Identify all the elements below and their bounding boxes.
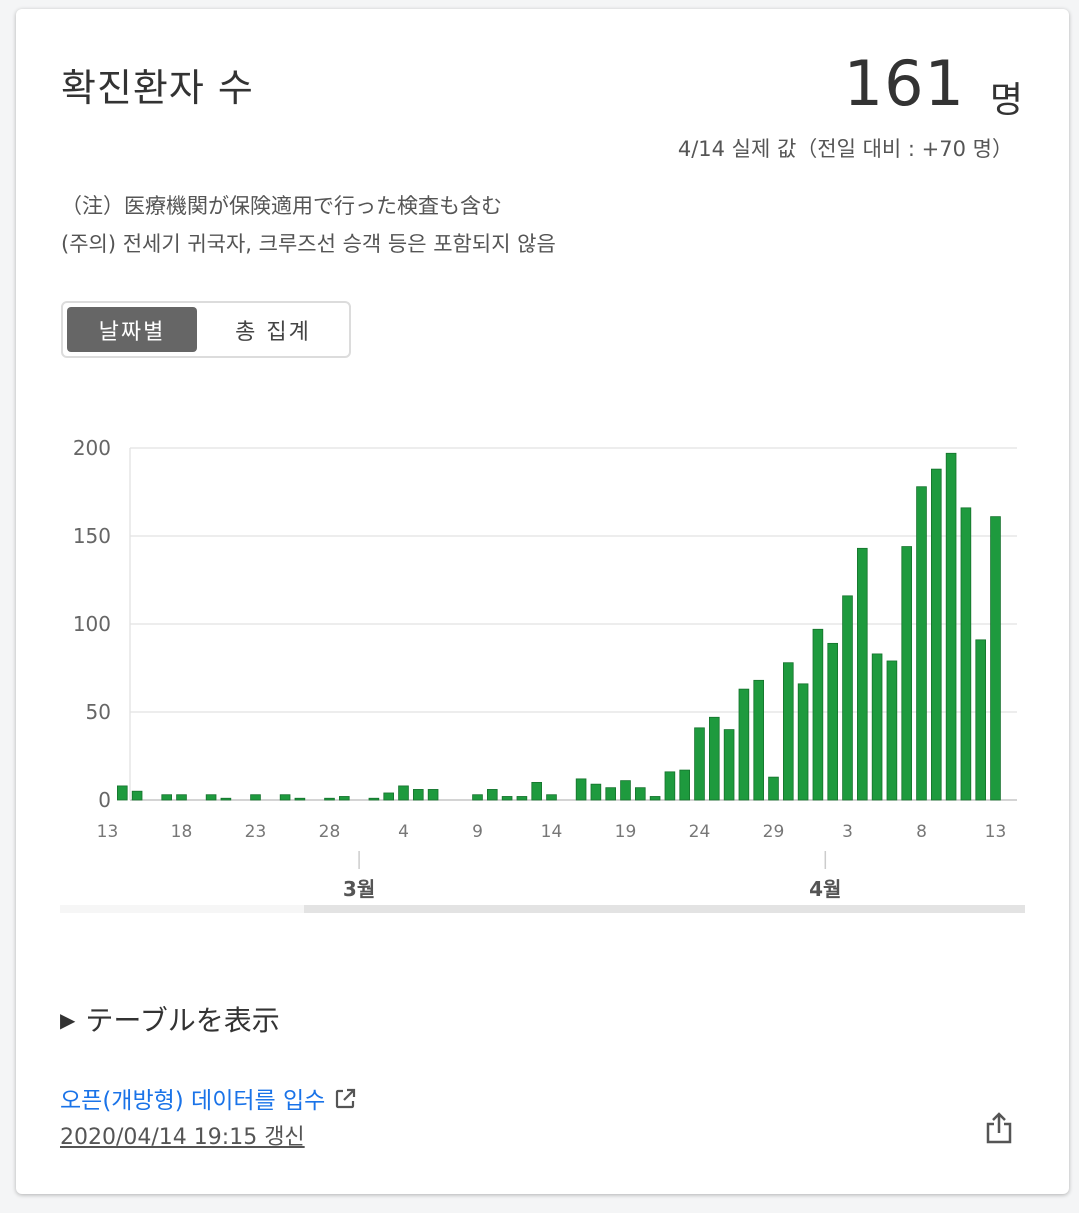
bar [176, 794, 187, 801]
bar [797, 683, 809, 801]
bar [486, 789, 498, 801]
card-title: 확진환자 수 [61, 66, 254, 110]
month-label: 3월 [343, 877, 375, 899]
bar [664, 771, 676, 801]
x-tick-label: 14 [541, 822, 563, 842]
bar [605, 787, 616, 801]
external-link-icon [333, 1087, 357, 1117]
bar [768, 776, 779, 801]
bar [294, 797, 306, 801]
bar [575, 778, 587, 801]
bar [679, 769, 690, 801]
x-tick-label: 29 [763, 822, 785, 842]
bar [324, 797, 335, 801]
bar [945, 452, 957, 801]
open-data-link-label: 오픈(개방형) 데이터를 입수 [60, 1088, 326, 1114]
x-tick-label: 23 [245, 822, 267, 842]
daily-change-text: 4/14 실제 값（전일 대비 : +70 명） [677, 137, 1013, 161]
bar [546, 794, 557, 801]
show-table-label: テーブルを表示 [85, 1004, 280, 1037]
bar [398, 785, 409, 801]
bar [901, 546, 912, 801]
bar [812, 628, 824, 801]
y-tick-label: 50 [86, 700, 111, 724]
bar [368, 797, 380, 801]
bar [383, 792, 394, 801]
total-unit: 명 [989, 80, 1023, 121]
bar [220, 797, 232, 801]
bar [250, 794, 261, 801]
share-icon[interactable] [984, 1111, 1014, 1149]
bar [783, 662, 794, 801]
view-toggle: 날짜별 총 집계 [61, 301, 351, 358]
x-tick-label: 3 [842, 822, 853, 842]
bar [472, 794, 483, 801]
y-tick-label: 0 [98, 788, 111, 812]
x-tick-label: 8 [916, 822, 927, 842]
x-tick-label: 9 [472, 822, 483, 842]
bar [205, 794, 217, 801]
last-updated-text: 2020/04/14 19:15 갱신 [60, 1125, 305, 1150]
bar [620, 780, 631, 801]
total-value: 161 [843, 47, 965, 120]
show-table-toggle[interactable]: ▶ テーブルを表示 [60, 999, 280, 1039]
bar [412, 789, 424, 801]
x-tick-label: 13 [985, 822, 1007, 842]
y-tick-label: 200 [73, 436, 111, 460]
x-tick-label: 24 [689, 822, 711, 842]
x-tick-label: 4 [398, 822, 409, 842]
bar [975, 639, 986, 801]
x-tick-label: 13 [97, 822, 119, 842]
bar [931, 468, 942, 801]
bar [709, 716, 720, 801]
y-tick-label: 150 [73, 524, 111, 548]
bar [960, 507, 972, 801]
bar [753, 679, 764, 801]
bar [723, 729, 735, 801]
confirmed-cases-card: 확진환자 수 161 명 4/14 실제 값（전일 대비 : +70 명） （注… [16, 9, 1069, 1194]
bar [590, 783, 602, 801]
expand-triangle-icon: ▶ [60, 1008, 76, 1032]
bar [916, 486, 927, 801]
x-tick-label: 18 [171, 822, 193, 842]
daily-toggle-button[interactable]: 날짜별 [67, 307, 197, 352]
bar [516, 796, 528, 801]
bar [531, 781, 542, 801]
total-toggle-button[interactable]: 총 집계 [235, 319, 311, 345]
y-tick-label: 100 [73, 612, 111, 636]
x-tick-label: 28 [319, 822, 341, 842]
bar [886, 660, 898, 801]
bar [857, 547, 868, 801]
bar [694, 727, 705, 801]
x-tick-label: 19 [615, 822, 637, 842]
bar [117, 785, 128, 801]
note-korean: (주의) 전세기 귀국자, 크루즈선 승객 등은 포함되지 않음 [61, 232, 556, 256]
month-label: 4월 [809, 877, 841, 899]
bar [842, 595, 853, 801]
bar [635, 787, 646, 801]
bar [161, 794, 173, 801]
daily-cases-bar-chart: 0 50 100 150 200 13 18 23 28 4 9 14 19 24 29 3 8 13 3월 4월 [73, 436, 1017, 899]
open-data-link[interactable]: 오픈(개방형) 데이터를 입수 [60, 1081, 357, 1117]
bar [649, 796, 661, 801]
bar [427, 789, 439, 801]
bar [279, 794, 291, 801]
chart-scrollbar-thumb[interactable] [304, 905, 1025, 913]
note-japanese: （注）医療機関が保険適用で行った検査も含む [61, 194, 502, 218]
bar [738, 688, 750, 801]
bar [827, 642, 838, 801]
bar [131, 790, 143, 801]
bar [501, 796, 513, 801]
bar [990, 516, 1001, 801]
bar [338, 796, 350, 801]
bar [871, 653, 883, 801]
